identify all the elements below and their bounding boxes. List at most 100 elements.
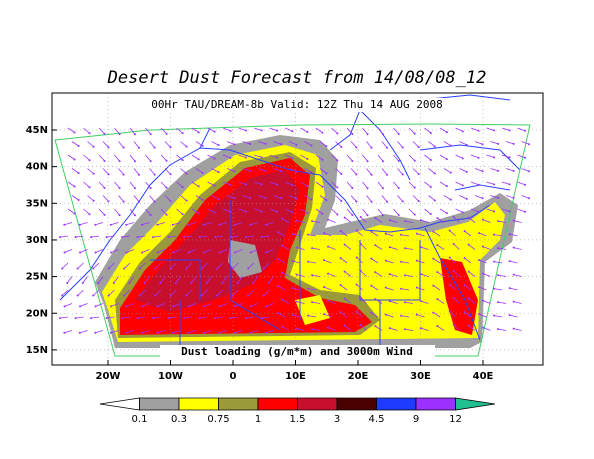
wind-arrow	[377, 181, 384, 189]
wind-arrow	[242, 168, 251, 172]
wind-arrow-head	[429, 158, 432, 161]
wind-arrow-head	[295, 143, 298, 146]
wind-arrow	[201, 289, 208, 296]
wind-arrow-head	[103, 186, 106, 189]
wind-arrow-head	[92, 172, 95, 175]
wind-arrow	[253, 208, 262, 212]
wind-arrow	[312, 247, 321, 250]
wind-arrow	[129, 154, 136, 162]
wind-arrow-head	[201, 171, 204, 174]
wind-arrow	[250, 330, 259, 334]
wind-arrow-head	[59, 317, 62, 320]
wind-arrow-head	[413, 132, 416, 135]
wind-arrow	[98, 154, 105, 162]
wind-arrow	[83, 154, 90, 161]
wind-arrow	[439, 154, 448, 160]
wind-arrow	[389, 300, 398, 304]
wind-arrow	[199, 316, 208, 319]
wind-arrow	[517, 181, 526, 186]
wind-arrow-head	[311, 274, 314, 277]
wind-arrow-head	[262, 294, 265, 297]
wind-arrow-head	[512, 300, 515, 303]
wind-arrow	[92, 262, 100, 269]
wind-arrow-head	[340, 172, 343, 175]
wind-arrow	[184, 316, 193, 319]
wind-arrow-head	[388, 219, 391, 222]
wind-arrow	[164, 168, 171, 175]
wind-arrow	[505, 141, 514, 145]
wind-arrow	[67, 208, 75, 214]
wind-arrow-head	[110, 251, 113, 254]
wind-arrow-head	[404, 220, 407, 223]
wind-arrow	[66, 276, 73, 284]
wind-arrow-head	[165, 132, 168, 135]
wind-arrow	[149, 141, 155, 148]
wind-arrow-head	[448, 310, 451, 313]
wind-arrow	[366, 141, 372, 148]
wind-arrow-head	[384, 259, 387, 262]
wind-arrow-head	[291, 184, 294, 187]
lon-tick-label: 30E	[410, 371, 431, 382]
wind-arrow-head	[291, 130, 294, 133]
wind-arrow	[253, 154, 262, 158]
wind-arrow	[273, 168, 282, 172]
wind-arrow	[257, 141, 266, 145]
wind-arrow-head	[524, 210, 527, 213]
wind-arrow	[160, 127, 167, 135]
wind-arrow-head	[169, 173, 172, 176]
wind-arrow	[296, 328, 305, 331]
colorbar-label: 0.75	[207, 414, 229, 425]
wind-arrow-head	[123, 294, 126, 297]
wind-arrow-head	[417, 173, 420, 176]
wind-arrow-head	[107, 294, 110, 297]
colorbar-box	[99, 397, 140, 411]
wind-arrow-head	[149, 214, 152, 217]
wind-arrow	[219, 222, 228, 226]
wind-arrow-head	[125, 223, 128, 226]
wind-arrow	[482, 300, 491, 304]
wind-arrow	[468, 325, 476, 331]
wind-arrow-head	[493, 260, 496, 263]
wind-arrow	[350, 141, 357, 148]
wind-arrow	[331, 154, 338, 161]
wind-arrow-head	[153, 173, 156, 176]
wind-arrow	[443, 168, 452, 174]
wind-arrow-head	[343, 270, 346, 273]
wind-arrow	[226, 195, 235, 199]
wind-arrow	[211, 195, 219, 200]
wind-arrow	[98, 208, 105, 216]
wind-arrow	[176, 127, 183, 134]
subtitle: 00Hr TAU/DREAM-8b Valid: 12Z Thu 14 AUG …	[151, 98, 442, 111]
wind-arrow	[95, 330, 104, 334]
wind-arrow	[375, 325, 383, 331]
wind-arrow-head	[109, 331, 112, 334]
wind-arrow	[356, 257, 363, 264]
wind-arrow	[509, 314, 518, 318]
wind-arrow	[437, 325, 445, 331]
wind-arrow-head	[449, 198, 452, 201]
wind-arrow	[288, 141, 297, 146]
wind-arrow	[478, 232, 487, 237]
wind-arrow	[377, 127, 384, 135]
wind-arrow-head	[512, 142, 515, 145]
wind-arrow-head	[323, 232, 326, 235]
wind-arrow	[459, 141, 467, 146]
wind-arrow-head	[508, 287, 511, 290]
wind-arrow	[188, 303, 197, 307]
wind-arrow	[344, 244, 352, 250]
wind-arrow-head	[436, 217, 439, 220]
wind-arrow	[102, 141, 109, 148]
colorbar-box	[415, 397, 456, 411]
wind-arrow-head	[359, 324, 362, 327]
wind-arrow	[319, 141, 327, 147]
wind-arrow	[296, 274, 305, 277]
wind-arrow-head	[321, 131, 324, 134]
wind-arrow-head	[231, 267, 234, 270]
wind-arrow	[362, 154, 368, 162]
wind-arrow-head	[267, 281, 270, 284]
wind-arrow	[277, 258, 286, 264]
wind-arrow-head	[234, 251, 237, 254]
wind-arrow	[360, 216, 367, 223]
wind-arrow-head	[481, 197, 484, 200]
wind-arrow-head	[339, 257, 342, 260]
